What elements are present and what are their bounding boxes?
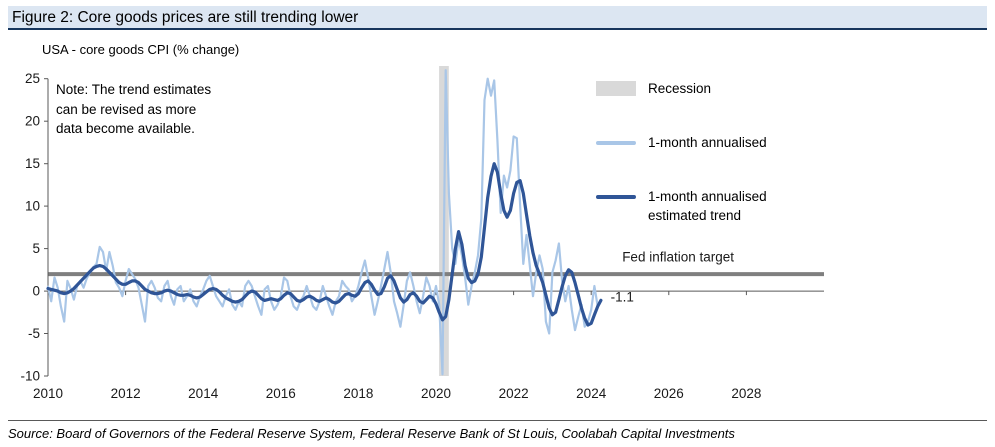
legend-label-1: 1-month annualised (648, 135, 767, 151)
cpi-line-chart: 2010 2012 2014 2016 2018 2020 2022 2024 2026 2028… (20, 66, 824, 401)
legend-swatch-2 (596, 195, 636, 200)
legend-item-1: 1-month annualised (596, 134, 798, 152)
legend-label-2: 1-month annualised estimated trend (648, 189, 767, 223)
y-tick-label: -10 (20, 369, 40, 384)
x-tick-label: 2016 (266, 386, 296, 401)
source-attribution: Source: Board of Governors of the Federa… (8, 420, 987, 441)
series-line-0 (46, 69, 603, 376)
legend-item-0: Recession (596, 80, 798, 98)
fed-target-label: Fed inflation target (622, 249, 734, 264)
x-tick-label: 2022 (499, 386, 529, 401)
legend-swatch-1 (596, 141, 636, 146)
series-line-1 (46, 162, 603, 327)
figure-title: Figure 2: Core goods prices are still tr… (8, 6, 987, 30)
legend-label-0: Recession (648, 81, 712, 96)
chart-note: Note: The trend estimates can be revised… (56, 82, 212, 137)
chart-subtitle: USA - core goods CPI (% change) (42, 42, 240, 57)
x-tick-label: 2018 (343, 386, 373, 401)
chart-area: 2010 2012 2014 2016 2018 2020 2022 2024 2026 2028… (8, 62, 987, 414)
y-tick-label: 5 (32, 241, 40, 256)
y-tick-label: 20 (25, 114, 40, 129)
legend-item-2: 1-month annualised estimated trend (596, 188, 798, 224)
x-tick-label: 2010 (33, 386, 63, 401)
y-tick-label: 25 (25, 71, 40, 86)
x-tick-label: 2012 (111, 386, 141, 401)
x-tick-label: 2020 (421, 386, 451, 401)
x-tick-label: 2028 (731, 386, 761, 401)
y-tick-label: -5 (28, 326, 40, 341)
x-tick-label: 2024 (576, 386, 607, 401)
last-value-annotation: -1.1 (611, 289, 634, 304)
x-tick-label: 2026 (654, 386, 684, 401)
y-tick-label: 10 (25, 199, 40, 214)
x-tick-label: 2014 (188, 386, 219, 401)
legend-swatch-0 (596, 81, 636, 96)
y-tick-label: 15 (25, 156, 40, 171)
chart-legend: Recession 1-month annualised 1-month annua… (596, 80, 798, 225)
y-tick-label: 0 (32, 284, 40, 299)
